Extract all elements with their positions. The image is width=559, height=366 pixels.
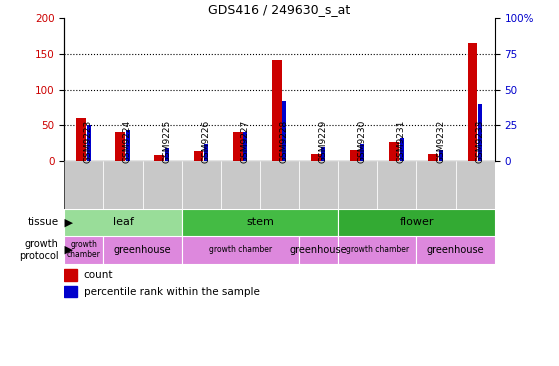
- Bar: [115, 132, 125, 161]
- Text: ▶: ▶: [61, 217, 73, 227]
- Text: percentile rank within the sample: percentile rank within the sample: [84, 287, 259, 297]
- Bar: [467, 43, 477, 161]
- Bar: [165, 148, 169, 161]
- Text: GSM9230: GSM9230: [358, 120, 367, 163]
- Bar: [456, 161, 495, 209]
- Bar: [154, 154, 164, 161]
- Text: greenhouse: greenhouse: [290, 245, 348, 255]
- Bar: [64, 236, 103, 264]
- Bar: [272, 60, 282, 161]
- Bar: [182, 209, 338, 236]
- Text: stem: stem: [246, 217, 274, 227]
- Bar: [282, 101, 286, 161]
- Bar: [361, 144, 364, 161]
- Bar: [103, 161, 143, 209]
- Bar: [64, 269, 77, 281]
- Bar: [439, 150, 443, 161]
- Text: leaf: leaf: [112, 217, 134, 227]
- Bar: [103, 236, 182, 264]
- Bar: [338, 161, 377, 209]
- Text: GSM9224: GSM9224: [123, 120, 132, 163]
- Bar: [87, 125, 91, 161]
- Text: GSM9229: GSM9229: [319, 120, 328, 163]
- Bar: [64, 286, 77, 298]
- Text: flower: flower: [399, 217, 434, 227]
- Bar: [182, 236, 299, 264]
- Bar: [428, 154, 438, 161]
- Text: growth
chamber: growth chamber: [67, 240, 101, 259]
- Bar: [389, 142, 399, 161]
- Bar: [182, 161, 221, 209]
- Bar: [338, 209, 495, 236]
- Text: GSM9232: GSM9232: [436, 120, 445, 163]
- Text: GSM9228: GSM9228: [280, 120, 288, 163]
- Text: growth chamber: growth chamber: [346, 245, 409, 254]
- Bar: [233, 132, 243, 161]
- Text: count: count: [84, 270, 113, 280]
- Title: GDS416 / 249630_s_at: GDS416 / 249630_s_at: [209, 3, 350, 16]
- Text: GSM9233: GSM9233: [475, 120, 484, 163]
- Bar: [64, 161, 103, 209]
- Bar: [416, 161, 456, 209]
- Bar: [311, 154, 321, 161]
- Bar: [338, 236, 416, 264]
- Text: GSM9227: GSM9227: [240, 120, 249, 163]
- Bar: [64, 209, 182, 236]
- Text: ▶: ▶: [61, 245, 73, 255]
- Text: greenhouse: greenhouse: [113, 245, 172, 255]
- Bar: [321, 147, 325, 161]
- Bar: [350, 150, 360, 161]
- Bar: [221, 161, 260, 209]
- Text: GSM9225: GSM9225: [162, 120, 171, 163]
- Bar: [193, 151, 203, 161]
- Text: growth protocol: growth protocol: [19, 239, 59, 261]
- Bar: [400, 138, 404, 161]
- Bar: [204, 144, 208, 161]
- Bar: [126, 130, 130, 161]
- Bar: [416, 236, 495, 264]
- Text: GSM9226: GSM9226: [201, 120, 210, 163]
- Bar: [143, 161, 182, 209]
- Bar: [260, 161, 299, 209]
- Text: GSM9231: GSM9231: [397, 120, 406, 163]
- Text: growth chamber: growth chamber: [209, 245, 272, 254]
- Bar: [377, 161, 416, 209]
- Bar: [478, 104, 482, 161]
- Bar: [299, 161, 338, 209]
- Text: greenhouse: greenhouse: [427, 245, 485, 255]
- Text: GSM9223: GSM9223: [84, 120, 93, 163]
- Bar: [76, 118, 86, 161]
- Text: tissue: tissue: [27, 217, 59, 227]
- Bar: [299, 236, 338, 264]
- Bar: [243, 132, 247, 161]
